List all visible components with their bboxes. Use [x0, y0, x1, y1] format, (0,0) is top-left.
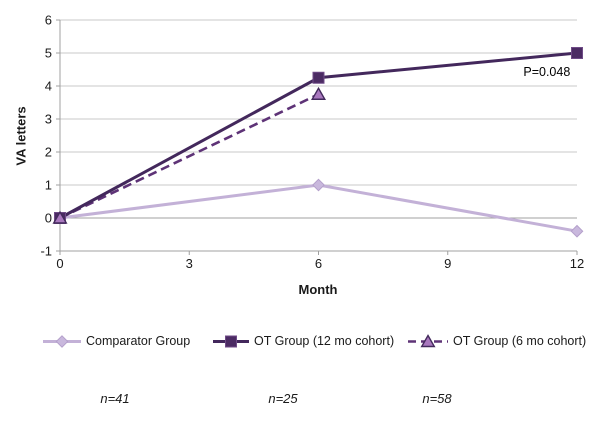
y-tick-label: 2	[45, 145, 52, 160]
y-axis-title: VA letters	[13, 106, 29, 166]
legend-swatch-ot-group-6mo	[408, 333, 448, 347]
marker-square	[312, 71, 325, 84]
marker-diamond	[570, 224, 584, 238]
y-tick-label: -1	[40, 244, 52, 259]
legend-item-ot-group-6mo: OT Group (6 mo cohort)	[407, 333, 586, 349]
x-tick-label: 6	[315, 256, 322, 271]
y-tick-label: 0	[45, 211, 52, 226]
legend-item-ot-group-12mo: OT Group (12 mo cohort)	[212, 333, 394, 349]
plot-area: 6 5 4 3 2 1 0 -1 0 3 6 9 12 P=0.048	[40, 13, 584, 272]
series-line-2	[59, 93, 320, 220]
y-tick-label: 6	[45, 13, 52, 28]
series-line-0	[59, 183, 578, 233]
legend-label: OT Group (12 mo cohort)	[254, 334, 395, 348]
marker-triangle	[310, 86, 327, 100]
y-tick-label: 5	[45, 46, 52, 61]
legend-label: Comparator Group	[86, 334, 191, 348]
x-tick-label: 3	[186, 256, 193, 271]
x-tick-label: 0	[56, 256, 63, 271]
y-tick-label: 3	[45, 112, 52, 127]
marker-triangle	[52, 210, 68, 224]
marker-square	[571, 47, 583, 59]
legend-swatch-comparator-group	[43, 334, 81, 348]
marker-diamond	[312, 178, 325, 192]
marker-square	[225, 335, 237, 347]
n-count-month6: n=25	[268, 391, 298, 406]
n-count-month0: n=41	[100, 391, 130, 406]
legend-item-comparator-group: Comparator Group	[42, 333, 190, 349]
x-tick-label: 12	[570, 256, 584, 271]
n-count-month12: n=58	[422, 391, 452, 406]
marker-triangle	[420, 333, 436, 347]
legend-swatch-ot-group-12mo	[213, 335, 249, 347]
legend-label: OT Group (6 mo cohort)	[453, 334, 587, 348]
x-axis-title: Month	[298, 282, 338, 297]
annotation-p-value: P=0.048	[523, 65, 570, 79]
y-tick-label: 4	[45, 79, 52, 94]
marker-diamond	[55, 334, 69, 348]
x-tick-label: 9	[444, 256, 451, 271]
y-tick-label: 1	[45, 178, 52, 193]
